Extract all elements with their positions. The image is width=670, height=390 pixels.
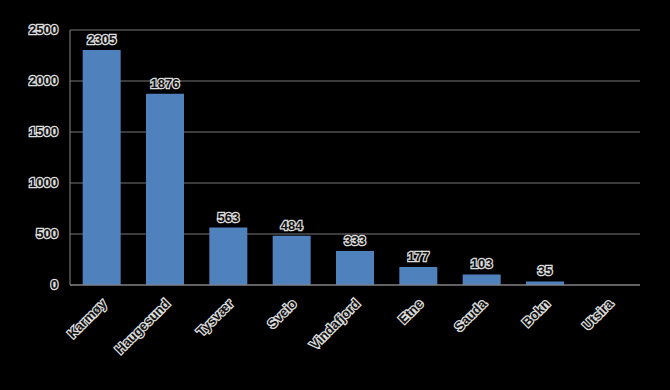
svg-text:1000: 1000: [29, 175, 58, 190]
svg-text:0: 0: [51, 277, 58, 292]
svg-text:484: 484: [281, 218, 303, 233]
svg-text:1500: 1500: [29, 124, 58, 139]
svg-text:1876: 1876: [151, 76, 180, 91]
svg-text:Haugesund: Haugesund: [112, 296, 173, 357]
svg-text:177: 177: [407, 249, 429, 264]
svg-text:Tysvær: Tysvær: [193, 296, 236, 339]
svg-text:2305: 2305: [87, 32, 116, 47]
svg-text:103: 103: [471, 256, 493, 271]
svg-text:500: 500: [36, 226, 58, 241]
svg-text:Sveio: Sveio: [264, 296, 299, 331]
svg-text:Bokn: Bokn: [519, 296, 553, 330]
svg-text:563: 563: [217, 210, 239, 225]
svg-text:Etne: Etne: [396, 296, 427, 327]
svg-text:Karmøy: Karmøy: [65, 296, 110, 341]
svg-text:2000: 2000: [29, 73, 58, 88]
svg-text:2500: 2500: [29, 22, 58, 37]
svg-text:Sauda: Sauda: [451, 296, 490, 335]
svg-text:Vindafjord: Vindafjord: [307, 296, 363, 352]
svg-text:Utsira: Utsira: [579, 296, 616, 333]
svg-text:333: 333: [344, 233, 366, 248]
svg-text:35: 35: [538, 263, 552, 278]
